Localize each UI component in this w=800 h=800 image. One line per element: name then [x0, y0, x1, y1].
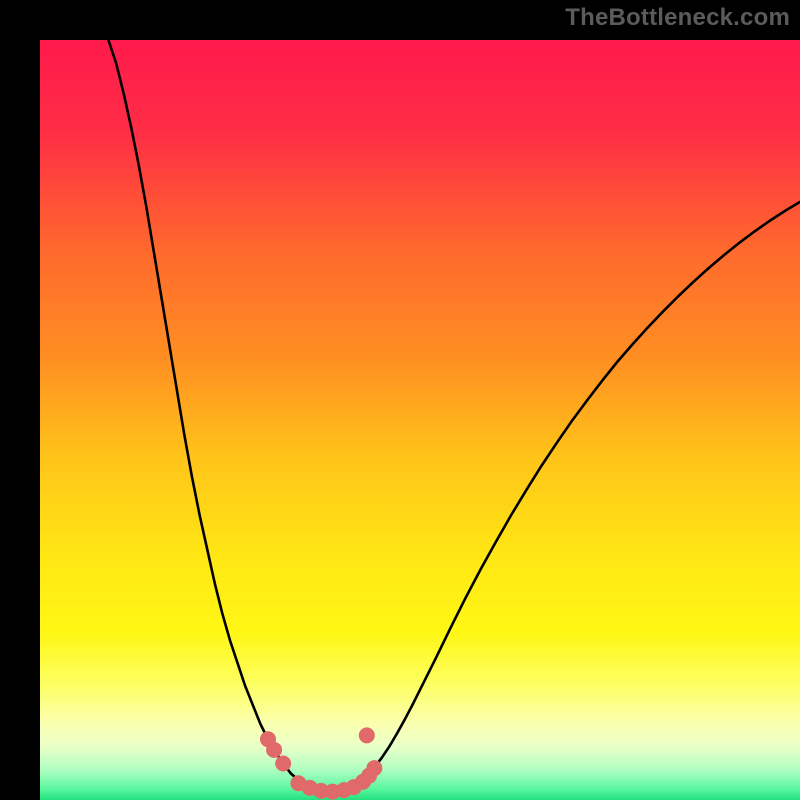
bottleneck-curve-chart	[0, 0, 800, 800]
marker-dot	[366, 760, 382, 776]
chart-stage: TheBottleneck.com	[0, 0, 800, 800]
plot-background	[40, 40, 800, 800]
marker-dot	[359, 727, 375, 743]
marker-dot	[266, 742, 282, 758]
marker-dot	[275, 756, 291, 772]
watermark-text: TheBottleneck.com	[565, 4, 790, 32]
